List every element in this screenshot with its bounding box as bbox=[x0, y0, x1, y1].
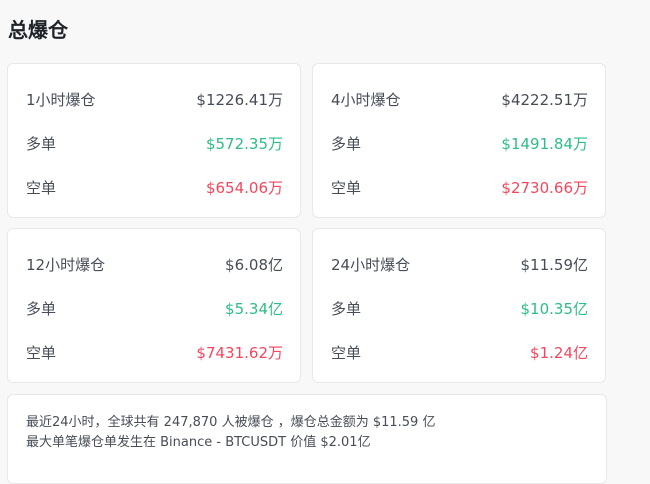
row-value: $572.35万 bbox=[205, 135, 283, 153]
row-value: $6.08亿 bbox=[225, 256, 283, 274]
row-label: 12小时爆仓 bbox=[26, 256, 106, 274]
liquidation-card: 12小时爆仓 $6.08亿多单 $5.34亿空单 $7431.62万 bbox=[7, 228, 301, 383]
card-row-total: 12小时爆仓 $6.08亿 bbox=[26, 254, 283, 275]
row-value: $1491.84万 bbox=[501, 135, 588, 153]
card-row-total: 1小时爆仓 $1226.41万 bbox=[26, 89, 283, 110]
liquidation-card: 1小时爆仓 $1226.41万多单 $572.35万空单 $654.06万 bbox=[7, 63, 301, 218]
row-label: 空单 bbox=[26, 344, 57, 362]
card-row-total: 4小时爆仓 $4222.51万 bbox=[331, 89, 588, 110]
card-row-total: 24小时爆仓 $11.59亿 bbox=[331, 254, 588, 275]
row-value: $2730.66万 bbox=[501, 179, 588, 197]
row-label: 多单 bbox=[26, 135, 57, 153]
card-row-short: 空单 $2730.66万 bbox=[331, 177, 588, 198]
card-row-short: 空单 $1.24亿 bbox=[331, 342, 588, 363]
card-row-short: 空单 $654.06万 bbox=[26, 177, 283, 198]
row-value: $1226.41万 bbox=[196, 91, 283, 109]
card-row-short: 空单 $7431.62万 bbox=[26, 342, 283, 363]
page-title: 总爆仓 bbox=[8, 18, 68, 42]
summary-card: 最近24小时，全球共有 247,870 人被爆仓 ，爆仓总金额为 $11.59 … bbox=[7, 394, 607, 484]
row-value: $1.24亿 bbox=[530, 344, 588, 362]
card-row-long: 多单 $10.35亿 bbox=[331, 298, 588, 319]
card-row-long: 多单 $5.34亿 bbox=[26, 298, 283, 319]
summary-line-1: 最近24小时，全球共有 247,870 人被爆仓 ，爆仓总金额为 $11.59 … bbox=[26, 415, 436, 430]
row-value: $5.34亿 bbox=[225, 300, 283, 318]
liquidation-card: 4小时爆仓 $4222.51万多单 $1491.84万空单 $2730.66万 bbox=[312, 63, 606, 218]
row-label: 空单 bbox=[331, 179, 362, 197]
row-label: 空单 bbox=[26, 179, 57, 197]
row-label: 多单 bbox=[331, 300, 362, 318]
row-label: 多单 bbox=[26, 300, 57, 318]
row-label: 空单 bbox=[331, 344, 362, 362]
row-value: $4222.51万 bbox=[501, 91, 588, 109]
row-value: $11.59亿 bbox=[520, 256, 589, 274]
row-value: $10.35亿 bbox=[520, 300, 589, 318]
card-row-long: 多单 $572.35万 bbox=[26, 133, 283, 154]
row-label: 4小时爆仓 bbox=[331, 91, 401, 109]
summary-line-2: 最大单笔爆仓单发生在 Binance - BTCUSDT 价值 $2.01亿 bbox=[26, 435, 371, 450]
row-label: 多单 bbox=[331, 135, 362, 153]
row-value: $7431.62万 bbox=[196, 344, 283, 362]
row-label: 24小时爆仓 bbox=[331, 256, 411, 274]
card-row-long: 多单 $1491.84万 bbox=[331, 133, 588, 154]
row-label: 1小时爆仓 bbox=[26, 91, 96, 109]
row-value: $654.06万 bbox=[205, 179, 283, 197]
liquidation-card: 24小时爆仓 $11.59亿多单 $10.35亿空单 $1.24亿 bbox=[312, 228, 606, 383]
